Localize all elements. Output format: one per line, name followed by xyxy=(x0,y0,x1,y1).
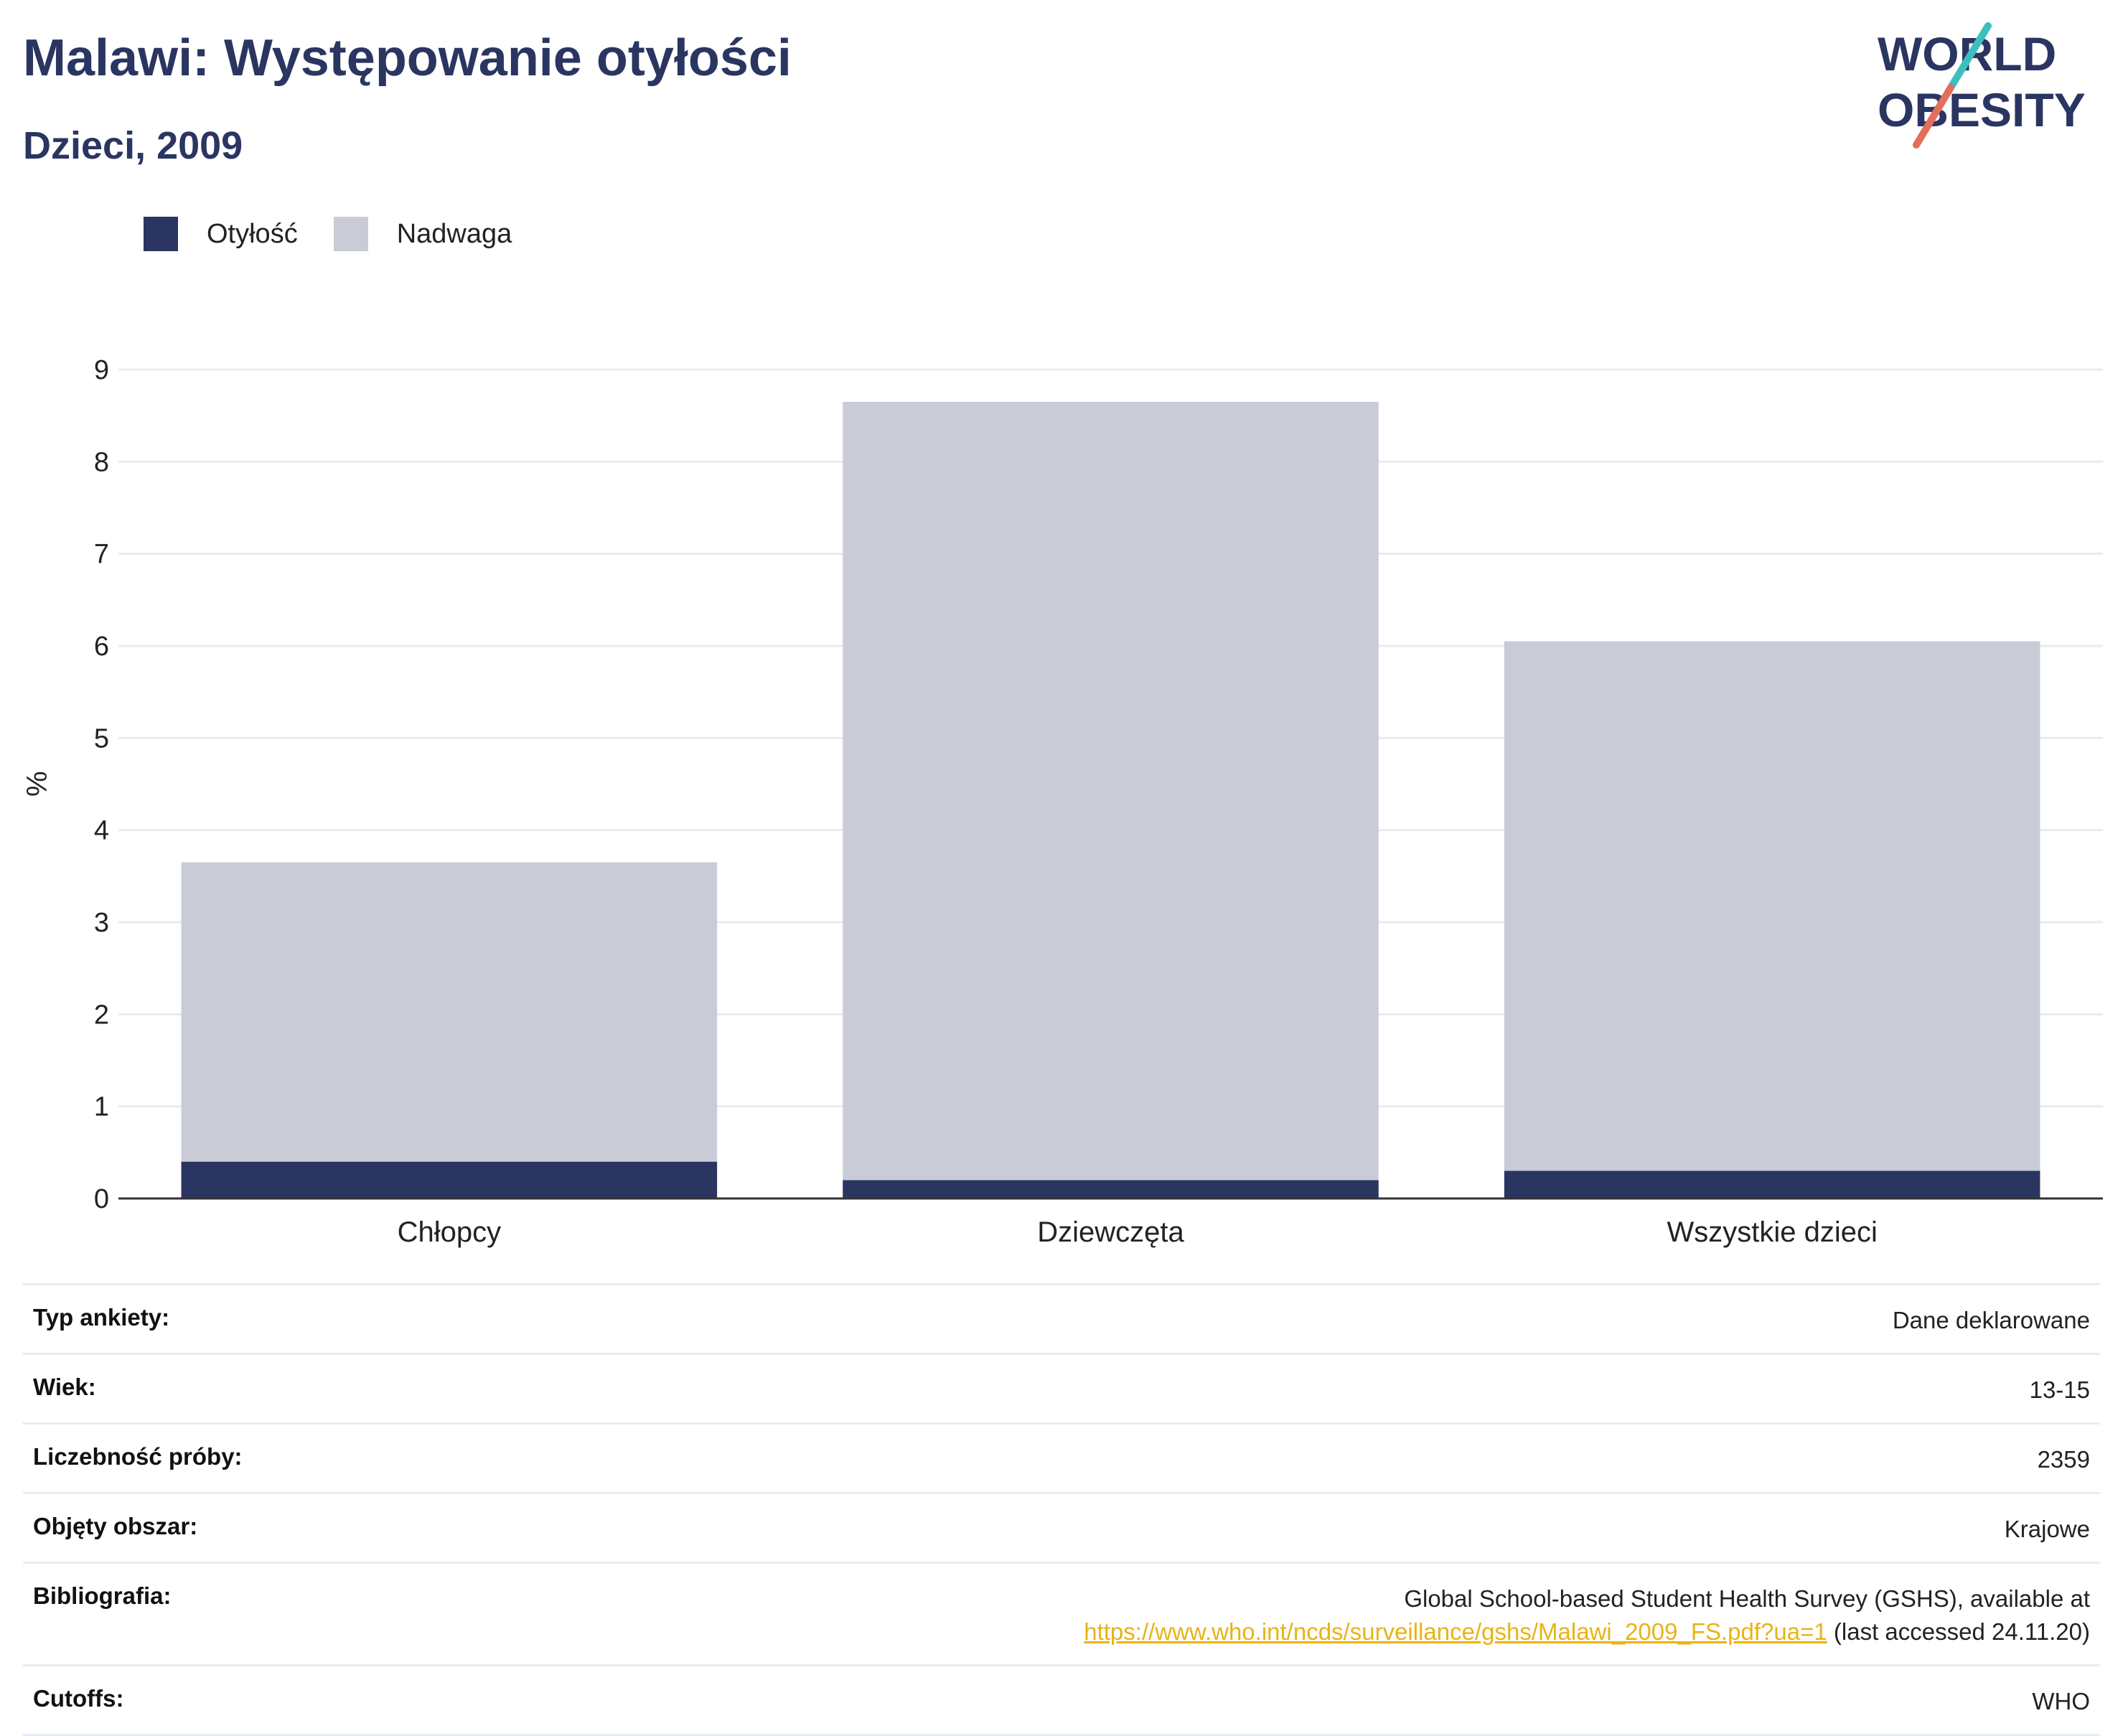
info-value: WHO xyxy=(2032,1688,2090,1714)
info-value: Global School-based Student Health Surve… xyxy=(1084,1582,2090,1648)
legend-label-nadwaga: Nadwaga xyxy=(396,218,512,249)
info-label: Liczebność próby: xyxy=(33,1443,243,1470)
x-tick-label: Chłopcy xyxy=(398,1216,502,1248)
y-tick-label: 9 xyxy=(94,355,109,385)
x-tick-label: Wszystkie dzieci xyxy=(1667,1216,1877,1248)
legend-swatch-nadwaga xyxy=(333,217,368,251)
bar-otylosc xyxy=(181,1161,718,1198)
info-row-cutoffs: Cutoffs: WHO xyxy=(23,1664,2100,1736)
info-row-bibliography: Bibliografia: Global School-based Studen… xyxy=(23,1562,2100,1664)
legend-item-otylosc: Otyłość xyxy=(144,217,298,251)
x-tick-label: Dziewczęta xyxy=(1037,1216,1184,1248)
bar-otylosc xyxy=(843,1180,1379,1198)
bar-otylosc xyxy=(1504,1170,2040,1198)
logo-line2: OBESITY xyxy=(1878,83,2086,136)
legend-label-otylosc: Otyłość xyxy=(207,218,298,249)
y-tick-label: 7 xyxy=(94,540,109,570)
bar-nadwaga xyxy=(843,401,1379,1181)
page-subtitle: Dzieci, 2009 xyxy=(23,124,243,167)
y-tick-label: 5 xyxy=(94,723,109,754)
bar-chart: 0 1 2 3 4 5 6 7 8 9 Chłopcy Dziewczęta Wszystkie dzi… xyxy=(94,355,2103,1248)
y-tick-label: 6 xyxy=(94,632,109,662)
info-label: Wiek: xyxy=(33,1374,96,1400)
info-row-area: Objęty obszar: Krajowe xyxy=(23,1492,2100,1562)
info-value: Krajowe xyxy=(2004,1516,2090,1542)
y-axis-label: % xyxy=(22,771,53,797)
info-row-sample-size: Liczebność próby: 2359 xyxy=(23,1422,2100,1492)
survey-info-table: Typ ankiety: Dane deklarowane Wiek: 13-1… xyxy=(23,1283,2100,1736)
info-value: 2359 xyxy=(2037,1446,2090,1473)
y-tick-label: 2 xyxy=(94,1000,109,1030)
y-tick-label: 1 xyxy=(94,1092,109,1122)
bibliography-text: Global School-based Student Health Surve… xyxy=(1404,1585,2090,1612)
info-value: 13-15 xyxy=(2029,1376,2090,1403)
info-value: Dane deklarowane xyxy=(1892,1307,2090,1333)
info-label: Bibliografia: xyxy=(33,1582,172,1609)
info-label: Objęty obszar: xyxy=(33,1513,198,1539)
bar-nadwaga xyxy=(1504,641,2040,1171)
y-tick-label: 8 xyxy=(94,447,109,477)
info-row-survey-type: Typ ankiety: Dane deklarowane xyxy=(23,1283,2100,1353)
logo-slash-coral xyxy=(1913,84,1954,149)
chart-legend: Otyłość Nadwaga xyxy=(144,212,548,255)
legend-swatch-otylosc xyxy=(144,217,178,251)
bibliography-suffix: (last accessed 24.11.20) xyxy=(1833,1618,2090,1645)
page-title: Malawi: Występowanie otyłości xyxy=(23,29,792,87)
bar-nadwaga xyxy=(181,862,718,1162)
info-label: Cutoffs: xyxy=(33,1685,124,1712)
y-tick-label: 0 xyxy=(94,1184,109,1214)
logo-slash-teal xyxy=(1947,22,1992,91)
info-row-age: Wiek: 13-15 xyxy=(23,1353,2100,1422)
info-label: Typ ankiety: xyxy=(33,1304,170,1331)
y-tick-label: 3 xyxy=(94,908,109,938)
bibliography-link[interactable]: https://www.who.int/ncds/surveillance/gs… xyxy=(1084,1618,1827,1645)
y-tick-label: 4 xyxy=(94,816,109,846)
legend-item-nadwaga: Nadwaga xyxy=(333,217,512,251)
world-obesity-logo: WORLD OBESITY xyxy=(1878,22,2086,149)
